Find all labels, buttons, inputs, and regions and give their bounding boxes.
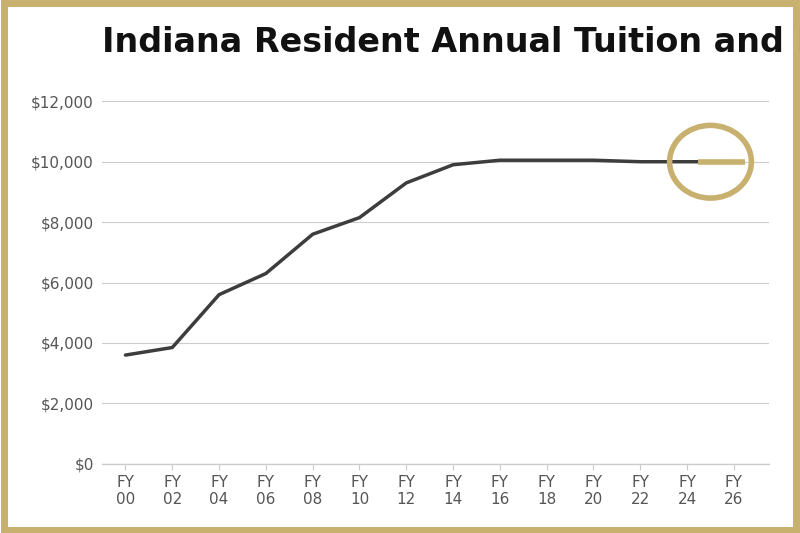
Text: Indiana Resident Annual Tuition and Fees: Indiana Resident Annual Tuition and Fees [102, 26, 800, 59]
